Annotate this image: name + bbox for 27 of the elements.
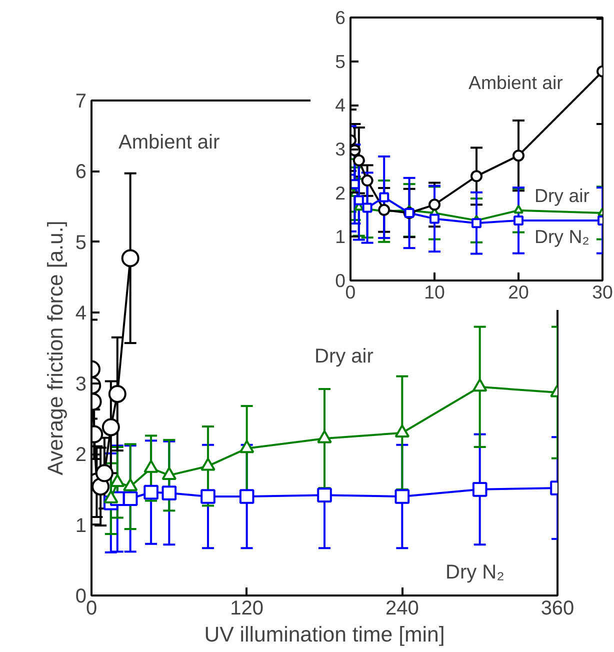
annotation: Ambient air: [468, 72, 563, 93]
x-axis-title: UV illumination time [min]: [204, 622, 445, 646]
y-tick-label: 2: [335, 182, 346, 204]
y-tick-label: 1: [75, 514, 86, 537]
x-tick-label: 10: [424, 282, 445, 302]
y-tick-label: 4: [335, 94, 346, 116]
annotation: Dry air: [534, 185, 590, 206]
y-tick-label: 6: [335, 7, 346, 28]
y-tick-label: 7: [75, 90, 86, 112]
y-tick-label: 4: [75, 302, 86, 325]
y-axis-title: Average friction force [a.u.]: [43, 220, 68, 476]
x-tick-label: 30: [592, 282, 613, 302]
annotation: Dry air: [314, 346, 374, 368]
y-tick-label: 3: [335, 138, 346, 160]
annotation: Ambient air: [118, 132, 220, 154]
y-tick-label: 6: [75, 161, 86, 184]
x-tick-label: 120: [230, 598, 264, 620]
x-tick-label: 360: [540, 598, 574, 620]
x-tick-label: 240: [385, 598, 419, 620]
y-tick-label: 3: [75, 373, 86, 396]
x-tick-label: 20: [508, 282, 529, 302]
annotation: Dry N₂: [534, 226, 590, 247]
y-tick-label: 5: [335, 50, 346, 72]
y-tick-label: 1: [335, 226, 346, 248]
annotation: Dry N₂: [446, 562, 504, 584]
y-tick-label: 5: [75, 232, 86, 254]
y-tick-label: 2: [75, 444, 86, 466]
